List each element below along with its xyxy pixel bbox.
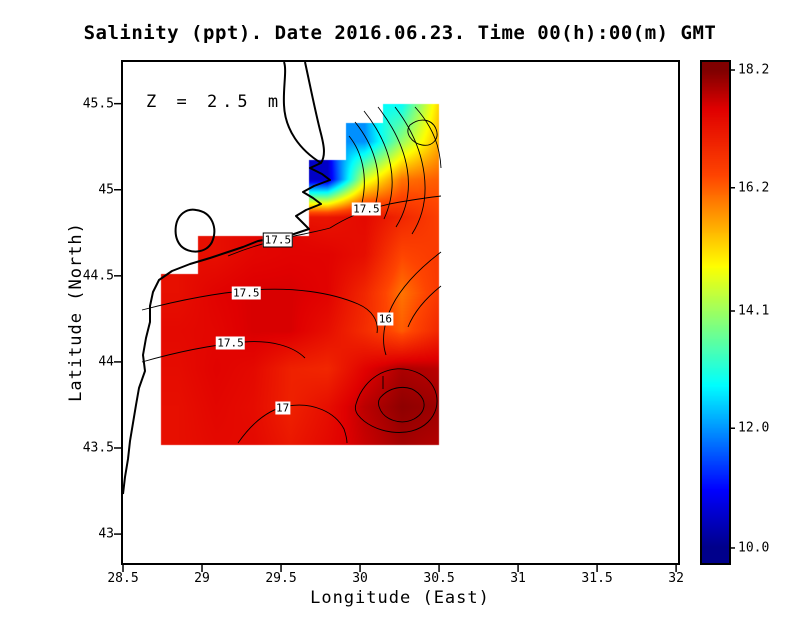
colorbar-label: 12.0 [738, 420, 770, 436]
x-tick-label: 32 [668, 571, 684, 586]
colorbar [702, 62, 729, 563]
depth-annotation: Z = 2.5 m [146, 92, 284, 112]
y-axis-label: Latitude (North) [66, 222, 86, 402]
x-tick-label: 29.5 [265, 571, 297, 586]
plot-frame [121, 60, 680, 565]
x-axis-label: Longitude (East) [310, 588, 490, 608]
colorbar-label: 14.1 [738, 303, 770, 319]
colorbar-frame [700, 60, 731, 565]
colorbar-label: 10.0 [738, 540, 770, 556]
y-tick-label: 45 [98, 182, 114, 198]
x-tick-label: 30.5 [423, 571, 455, 586]
y-tick-label: 45.5 [82, 96, 114, 112]
x-tick-label: 30 [352, 571, 368, 586]
colorbar-label: 18.2 [738, 62, 770, 78]
x-tick-label: 31 [510, 571, 526, 586]
x-tick-label: 29 [194, 571, 210, 586]
colorbar-label: 16.2 [738, 180, 770, 196]
figure-title: Salinity (ppt). Date 2016.06.23. Time 00… [83, 22, 717, 44]
x-tick-label: 31.5 [581, 571, 613, 586]
x-tick-label: 28.5 [107, 571, 139, 586]
y-tick-label: 43 [98, 526, 114, 542]
y-tick-label: 43.5 [82, 440, 114, 456]
